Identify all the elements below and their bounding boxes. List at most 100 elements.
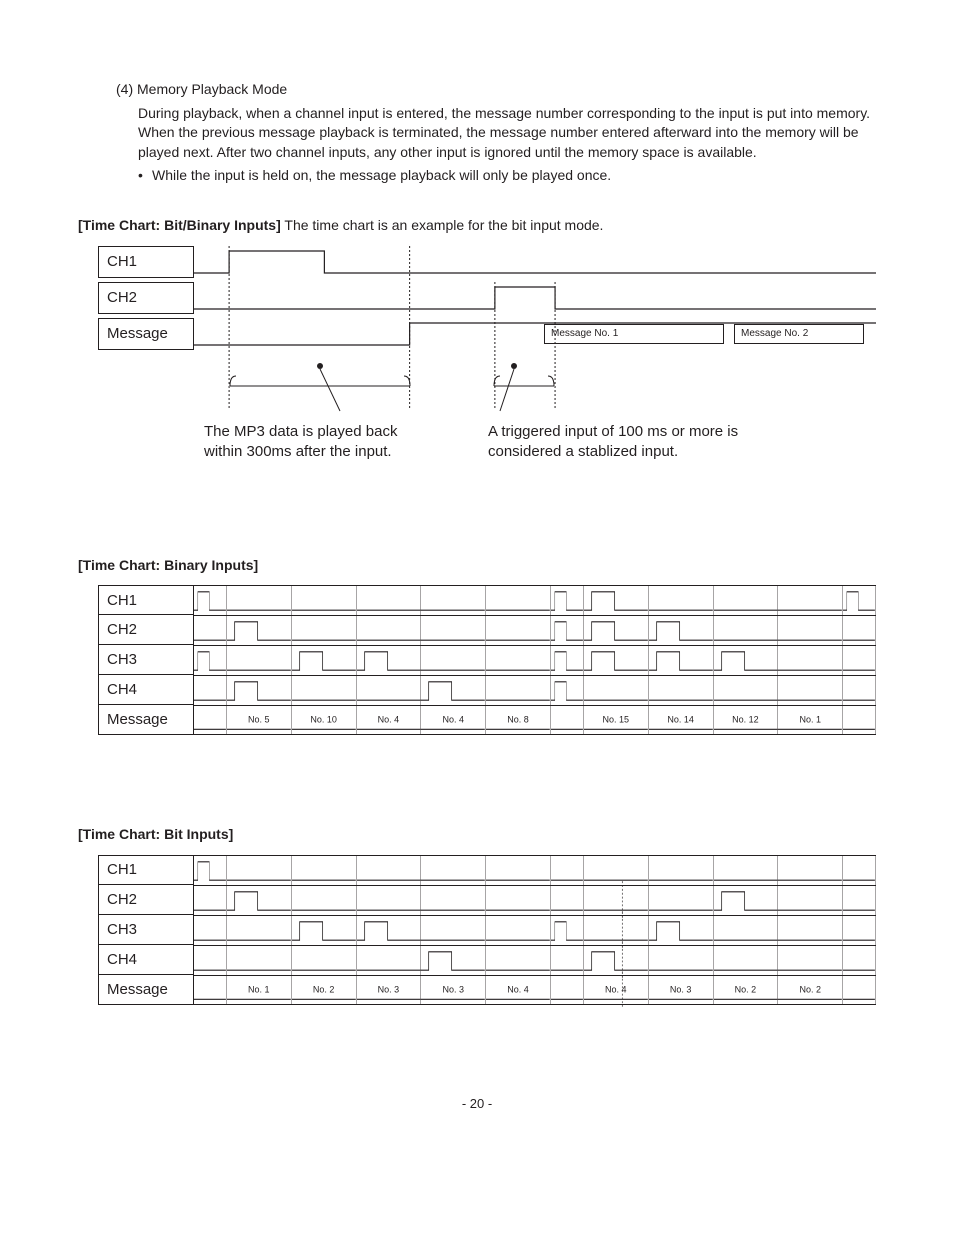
chart1-track-ch1 — [194, 246, 876, 278]
timing-cell — [421, 646, 486, 675]
timing-cell — [843, 916, 876, 945]
chart3-heading: [Time Chart: Bit Inputs] — [78, 825, 876, 845]
timing-cells: No. 5No. 10No. 4No. 4No. 8No. 15No. 14No… — [194, 705, 876, 735]
chart2-heading: [Time Chart: Binary Inputs] — [78, 556, 876, 576]
timing-row: CH4 — [98, 945, 876, 975]
timing-cell — [778, 616, 843, 645]
timing-cell — [778, 916, 843, 945]
timing-cells — [194, 885, 876, 915]
timing-cell — [843, 586, 876, 615]
timing-cell — [843, 886, 876, 915]
timing-cell: No. 15 — [584, 706, 649, 734]
timing-cell — [292, 676, 357, 705]
timing-cell — [551, 646, 584, 675]
timing-cell — [194, 646, 227, 675]
timing-cell — [649, 676, 714, 705]
timing-cell — [551, 856, 584, 885]
timing-cell — [778, 886, 843, 915]
timing-cell — [292, 616, 357, 645]
timing-row: CH2 — [98, 885, 876, 915]
chart3: CH1CH2CH3CH4MessageNo. 1No. 2No. 3No. 3N… — [98, 855, 876, 1005]
timing-row: MessageNo. 1No. 2No. 3No. 3No. 4No. 4No.… — [98, 975, 876, 1005]
section-bullet: • While the input is held on, the messag… — [138, 166, 876, 186]
timing-cell — [357, 916, 422, 945]
timing-cell — [292, 946, 357, 975]
timing-cell — [486, 646, 551, 675]
section-title: Memory Playback Mode — [137, 81, 287, 97]
timing-cell — [357, 856, 422, 885]
timing-cell — [421, 856, 486, 885]
timing-cell — [421, 946, 486, 975]
timing-cell — [357, 676, 422, 705]
timing-cell — [486, 616, 551, 645]
chart1-track-message: Message No. 1 Message No. 2 — [194, 318, 876, 350]
timing-cell — [843, 616, 876, 645]
timing-cell: No. 12 — [714, 706, 779, 734]
timing-cell — [194, 856, 227, 885]
timing-row: CH3 — [98, 645, 876, 675]
timing-cell — [551, 916, 584, 945]
timing-cell — [194, 676, 227, 705]
timing-cell — [194, 706, 227, 734]
timing-cells — [194, 915, 876, 945]
timing-cell — [778, 676, 843, 705]
timing-cell — [227, 646, 292, 675]
timing-cell — [292, 886, 357, 915]
timing-row: MessageNo. 5No. 10No. 4No. 4No. 8No. 15N… — [98, 705, 876, 735]
chart1-row-label-message: Message — [98, 318, 194, 350]
timing-cell — [843, 676, 876, 705]
timing-cell: No. 10 — [292, 706, 357, 734]
timing-row-label: CH3 — [98, 645, 194, 675]
timing-cell — [714, 676, 779, 705]
chart1-heading: [Time Chart: Bit/Binary Inputs] The time… — [78, 216, 876, 236]
timing-cell — [714, 586, 779, 615]
timing-cell: No. 8 — [486, 706, 551, 734]
timing-cell — [584, 616, 649, 645]
timing-cell — [227, 886, 292, 915]
timing-cell — [421, 886, 486, 915]
timing-cell — [843, 976, 876, 1004]
timing-cell — [421, 586, 486, 615]
timing-cell — [486, 886, 551, 915]
timing-cell — [194, 916, 227, 945]
timing-cell — [584, 916, 649, 945]
timing-cell — [357, 886, 422, 915]
bullet-dot: • — [138, 166, 152, 186]
timing-cell — [649, 946, 714, 975]
timing-row-label: CH2 — [98, 885, 194, 915]
timing-cell — [714, 856, 779, 885]
timing-cell — [227, 856, 292, 885]
chart1-caption-1: The MP3 data is played back within 300ms… — [204, 422, 434, 463]
section-number: (4) — [116, 81, 133, 97]
timing-cells — [194, 615, 876, 645]
timing-cell — [357, 616, 422, 645]
chart1-row-label-ch2: CH2 — [98, 282, 194, 314]
section-header: (4) Memory Playback Mode — [116, 80, 876, 100]
timing-cell — [292, 646, 357, 675]
chart1-track-ch2 — [194, 282, 876, 314]
timing-cell — [227, 916, 292, 945]
chart1: CH1 CH2 Message Message No. 1 M — [98, 246, 876, 486]
timing-cell — [778, 646, 843, 675]
timing-cell — [357, 646, 422, 675]
timing-cell — [843, 706, 876, 734]
timing-cell: No. 4 — [486, 976, 551, 1004]
timing-cell — [551, 946, 584, 975]
chart1-row-label-ch1: CH1 — [98, 246, 194, 278]
timing-cell — [649, 586, 714, 615]
timing-cell: No. 14 — [649, 706, 714, 734]
timing-cells — [194, 585, 876, 615]
timing-row: CH3 — [98, 915, 876, 945]
chart2: CH1CH2CH3CH4MessageNo. 5No. 10No. 4No. 4… — [98, 585, 876, 735]
timing-cell — [227, 616, 292, 645]
timing-row: CH1 — [98, 585, 876, 615]
timing-cell — [486, 916, 551, 945]
timing-cell — [227, 676, 292, 705]
timing-cell: No. 1 — [778, 706, 843, 734]
timing-row: CH1 — [98, 855, 876, 885]
timing-cell — [843, 856, 876, 885]
timing-cell — [227, 946, 292, 975]
timing-row-label: CH1 — [98, 855, 194, 885]
timing-row-label: CH3 — [98, 915, 194, 945]
timing-cell — [421, 916, 486, 945]
